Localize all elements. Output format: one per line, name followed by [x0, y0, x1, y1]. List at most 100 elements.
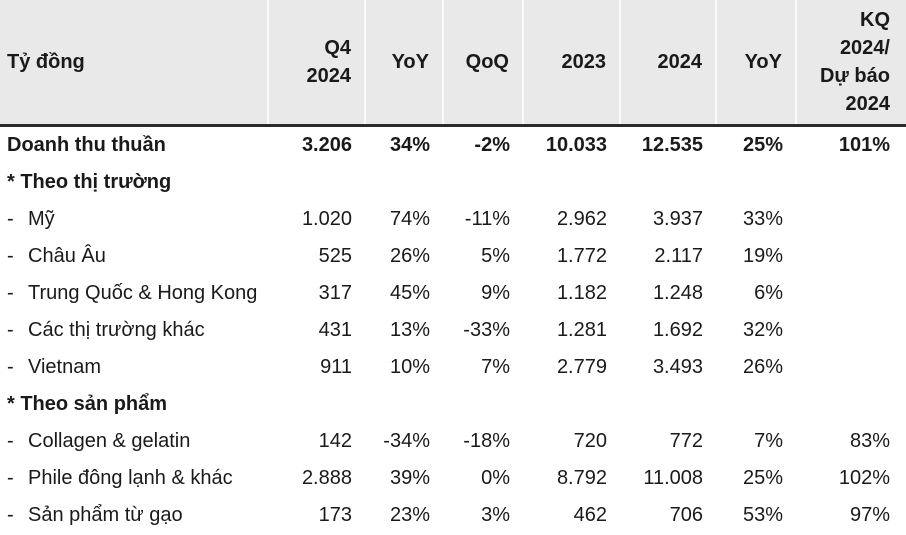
row-label-text: Mỹ: [28, 208, 55, 230]
cell-2024: 1.248: [652, 282, 703, 304]
table-row-europe: - Châu Âu 525 26% 5% 1.772 2.117 19%: [0, 238, 906, 275]
cell-q4-2024: [268, 164, 365, 201]
cell-yoy-year: 19%: [742, 245, 783, 267]
row-label-text: Sản phẩm từ gạo: [28, 504, 183, 526]
row-label: - Các thị trường khác: [0, 312, 268, 349]
table-row-vietnam: - Vietnam 911 10% 7% 2.779 3.493 26%: [0, 349, 906, 386]
cell-qoq: -33%: [463, 319, 510, 341]
row-label: - Trung Quốc & Hong Kong: [0, 275, 268, 312]
cell-qoq: 3%: [481, 504, 510, 526]
table-row-net-revenue: Doanh thu thuần 3.206 34% -2% 10.033 12.…: [0, 126, 906, 165]
cell-yoy-year: 25%: [742, 134, 783, 156]
cell-q4-2024: 1.020: [301, 208, 352, 230]
cell-kq-vs-forecast: [796, 349, 906, 386]
row-label-text: Châu Âu: [28, 245, 106, 267]
table-row-frozen-fillet-other: - Phile đông lạnh & khác 2.888 39% 0% 8.7…: [0, 460, 906, 497]
table-header-row: Tỷ đồng Q4 2024 YoY QoQ 2023 2024 YoY KQ…: [0, 0, 906, 127]
cell-2024: 706: [669, 504, 703, 526]
cell-yoy-quarter: -34%: [383, 430, 430, 452]
cell-yoy-quarter: 39%: [389, 467, 430, 489]
cell-kq-vs-forecast: [796, 386, 906, 423]
cell-kq-vs-forecast: 97%: [849, 504, 890, 526]
cell-q4-2024: 525: [318, 245, 352, 267]
cell-qoq: -2%: [474, 134, 510, 156]
row-dash: -: [7, 319, 14, 341]
cell-yoy-year: [716, 164, 796, 201]
cell-2024: 3.493: [652, 356, 703, 378]
cell-yoy-year: 53%: [742, 504, 783, 526]
cell-kq-vs-forecast: [796, 201, 906, 238]
cell-2023: 2.779: [556, 356, 607, 378]
cell-q4-2024: 142: [318, 430, 352, 452]
column-header-2024: 2024: [619, 0, 716, 127]
row-dash: -: [7, 208, 14, 230]
row-label-text: Collagen & gelatin: [28, 430, 191, 452]
cell-2023: 720: [573, 430, 607, 452]
cell-2023: 2.962: [556, 208, 607, 230]
row-label: Doanh thu thuần: [7, 134, 166, 156]
cell-yoy-quarter: 23%: [389, 504, 430, 526]
cell-q4-2024: 2.888: [301, 467, 352, 489]
cell-q4-2024: 3.206: [301, 134, 352, 156]
cell-yoy-quarter: 45%: [389, 282, 430, 304]
cell-yoy-quarter: 34%: [389, 134, 430, 156]
cell-q4-2024: 173: [318, 504, 352, 526]
cell-kq-vs-forecast: [796, 312, 906, 349]
cell-2023: 8.792: [556, 467, 607, 489]
row-dash: -: [7, 430, 14, 452]
row-dash: -: [7, 467, 14, 489]
table-row-us: - Mỹ 1.020 74% -11% 2.962 3.937 33%: [0, 201, 906, 238]
row-label: - Collagen & gelatin: [0, 423, 268, 460]
cell-2024: 11.008: [643, 467, 703, 489]
cell-2024: 2.117: [654, 245, 703, 267]
cell-2023: 1.182: [556, 282, 607, 304]
cell-2023: [523, 386, 620, 423]
cell-yoy-quarter: [365, 164, 443, 201]
cell-2024: 12.535: [641, 134, 703, 156]
cell-2024: 772: [669, 430, 703, 452]
row-label: - Châu Âu: [0, 238, 268, 275]
cell-kq-vs-forecast: [796, 275, 906, 312]
cell-qoq: -11%: [464, 208, 510, 230]
row-label: - Vietnam: [0, 349, 268, 386]
cell-qoq: 9%: [481, 282, 510, 304]
cell-q4-2024: 317: [318, 282, 352, 304]
cell-qoq: [443, 164, 523, 201]
cell-2024: [620, 386, 716, 423]
cell-2023: [523, 164, 620, 201]
cell-2023: 462: [573, 504, 607, 526]
row-dash: -: [7, 245, 14, 267]
cell-kq-vs-forecast: [796, 164, 906, 201]
cell-yoy-year: 25%: [742, 467, 783, 489]
cell-kq-vs-forecast: 102%: [838, 467, 890, 489]
row-label-text: Phile đông lạnh & khác: [28, 467, 233, 489]
section-row-by-market: * Theo thị trường: [0, 164, 906, 201]
table-row-other-markets: - Các thị trường khác 431 13% -33% 1.281 …: [0, 312, 906, 349]
section-row-by-product: * Theo sản phẩm: [0, 386, 906, 423]
cell-yoy-year: 32%: [742, 319, 783, 341]
cell-2024: 3.937: [652, 208, 703, 230]
cell-yoy-year: 26%: [742, 356, 783, 378]
cell-qoq: 0%: [481, 467, 510, 489]
cell-yoy-quarter: 26%: [389, 245, 430, 267]
cell-2024: [620, 164, 716, 201]
row-label-text: Vietnam: [28, 356, 102, 378]
cell-yoy-year: [716, 386, 796, 423]
row-label: - Sản phẩm từ gạo: [0, 497, 268, 534]
cell-yoy-quarter: [365, 386, 443, 423]
row-label: - Phile đông lạnh & khác: [0, 460, 268, 497]
row-label-text: Trung Quốc & Hong Kong: [28, 282, 258, 304]
cell-qoq: -18%: [463, 430, 510, 452]
column-header-yoy-year: YoY: [715, 0, 796, 127]
row-dash: -: [7, 504, 14, 526]
section-label: * Theo thị trường: [7, 171, 172, 193]
cell-2023: 1.281: [556, 319, 607, 341]
column-header-2023: 2023: [522, 0, 620, 127]
cell-yoy-quarter: 13%: [389, 319, 430, 341]
cell-kq-vs-forecast: 83%: [849, 430, 890, 452]
cell-qoq: 5%: [481, 245, 510, 267]
table-row-collagen-gelatin: - Collagen & gelatin 142 -34% -18% 720 77…: [0, 423, 906, 460]
cell-q4-2024: 911: [320, 356, 352, 378]
row-label: - Mỹ: [0, 201, 268, 238]
row-dash: -: [7, 356, 14, 378]
